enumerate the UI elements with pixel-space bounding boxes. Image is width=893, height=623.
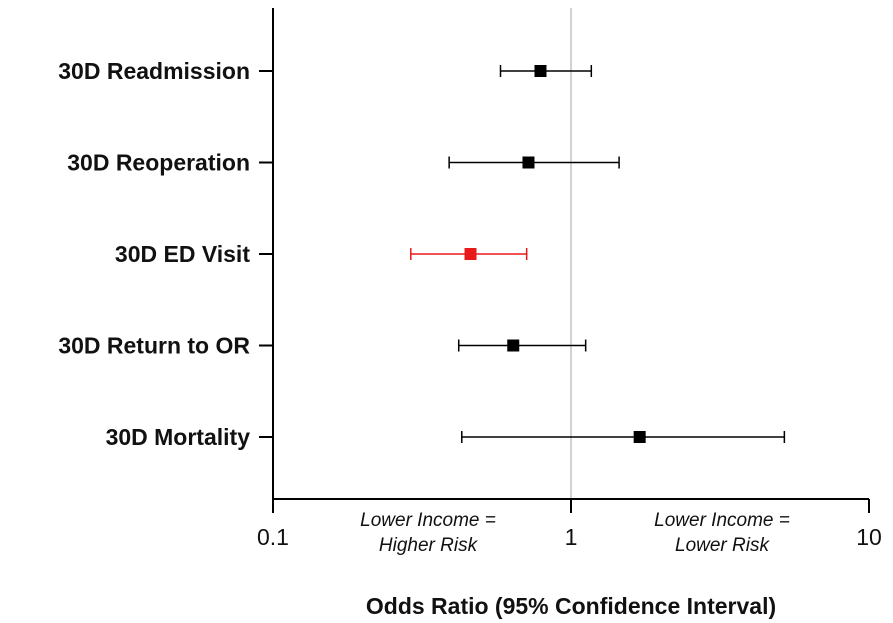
point-estimate-marker [464, 248, 477, 260]
x-tick-label: 1 [565, 524, 578, 550]
point-estimate-marker [507, 339, 520, 352]
category-label: 30D ED Visit [115, 241, 250, 267]
category-label: 30D Mortality [106, 424, 251, 450]
annotation-right-line2: Lower Risk [675, 535, 770, 556]
point-estimate-marker [522, 156, 535, 169]
category-label: 30D Return to OR [58, 333, 250, 359]
annotation-right-line1: Lower Income = [654, 510, 790, 531]
x-tick-label: 0.1 [257, 524, 289, 550]
point-estimate-marker [534, 65, 547, 77]
forest-rows: 30D Readmission 30D Reoperation 30D ED Vis… [58, 58, 786, 450]
x-tick-label: 10 [856, 524, 882, 550]
annotation-left-line1: Lower Income = [360, 510, 496, 531]
x-axis-label: Odds Ratio (95% Confidence Interval) [366, 593, 776, 619]
category-label: 30D Readmission [58, 58, 250, 84]
point-estimate-marker [633, 431, 646, 443]
category-label: 30D Reoperation [67, 150, 250, 176]
x-ticks: 0.1 1 10 [257, 499, 882, 550]
annotation-left-line2: Higher Risk [379, 535, 479, 556]
